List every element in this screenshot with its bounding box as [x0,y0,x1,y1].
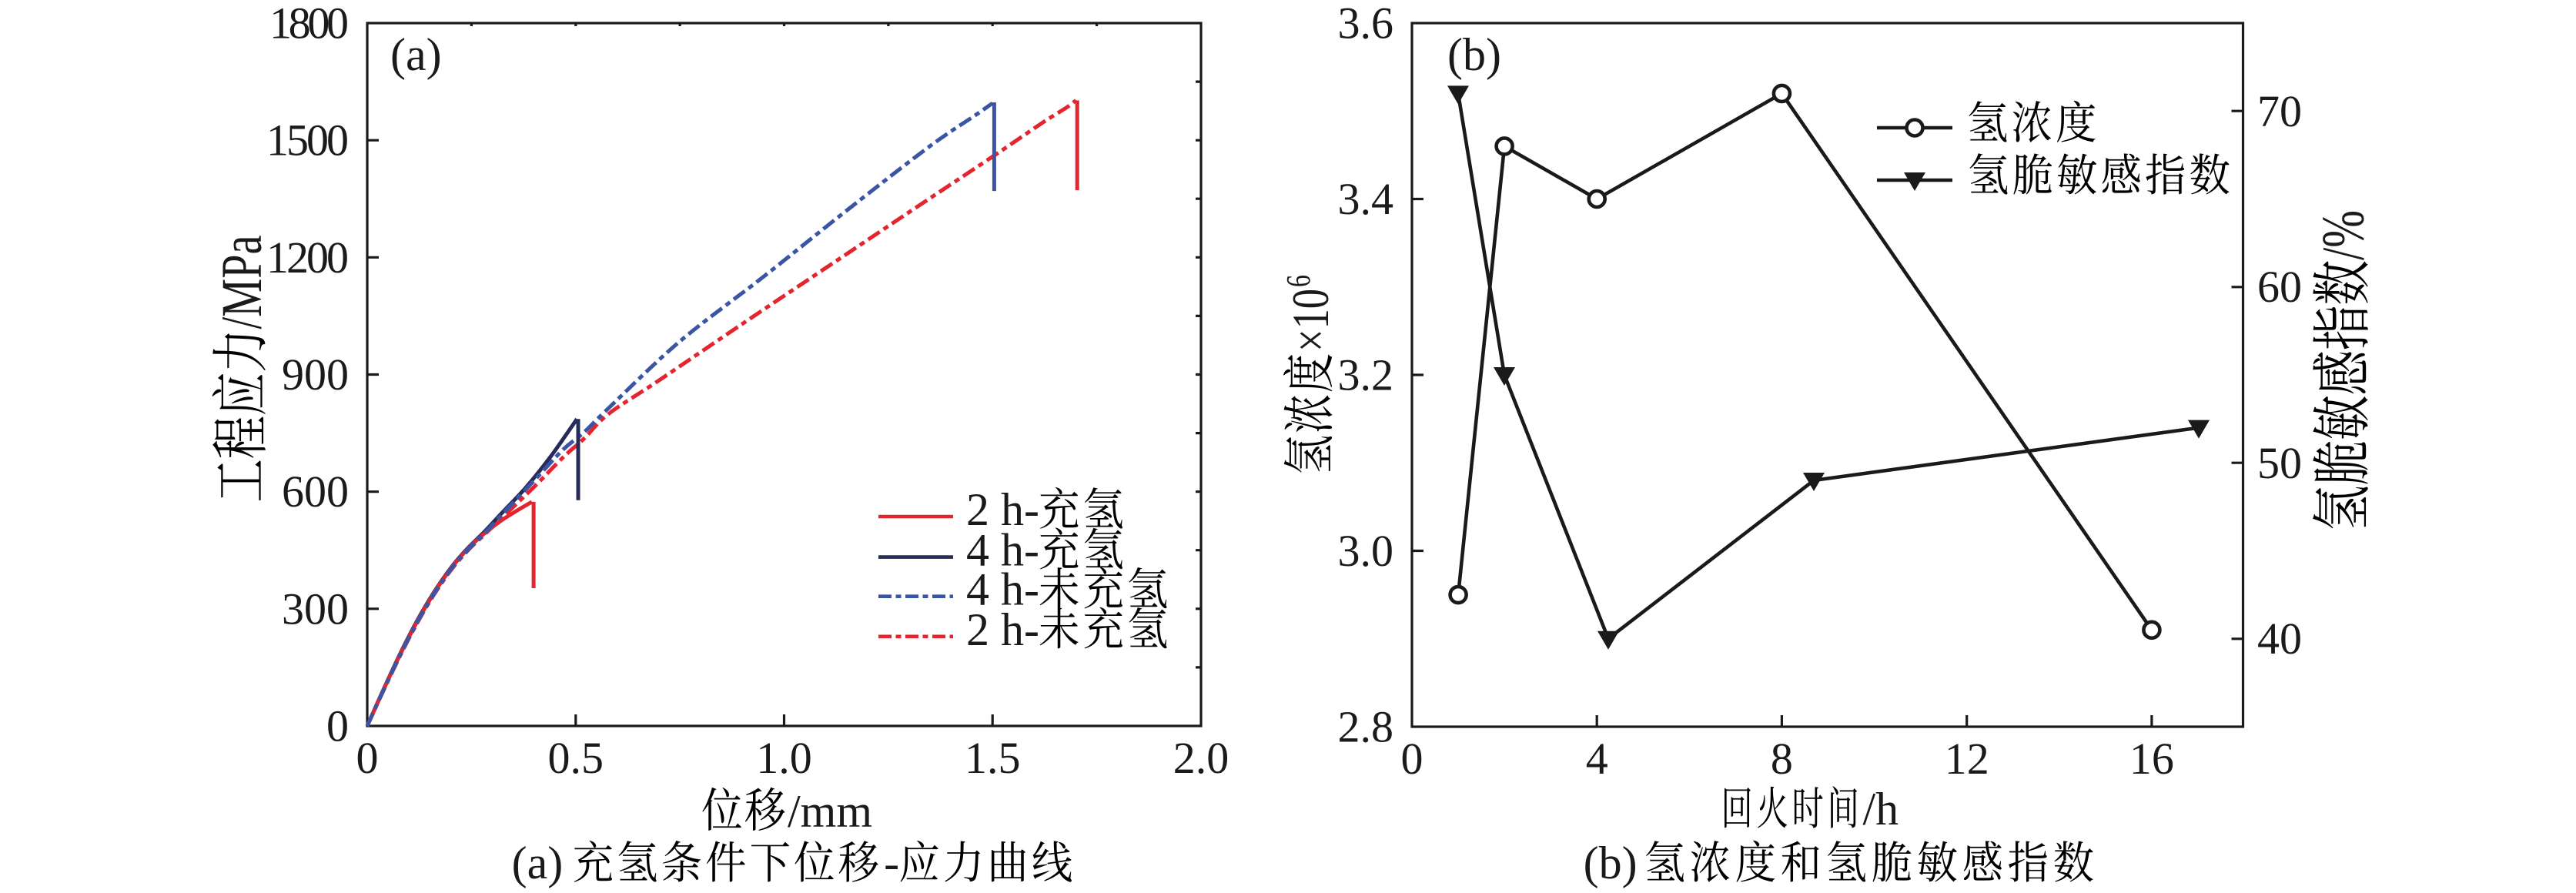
svg-text:×10: ×10 [1281,289,1340,352]
svg-text:2 h-: 2 h- [966,604,1039,655]
svg-text:(b): (b) [1584,838,1638,888]
svg-text:4 h-: 4 h- [966,564,1039,615]
svg-text:4: 4 [1586,734,1608,784]
svg-text:3.2: 3.2 [1338,350,1394,400]
svg-text:1.0: 1.0 [756,733,812,783]
svg-text:12: 12 [1945,734,1989,784]
svg-text:1800: 1800 [269,0,349,48]
svg-text:50: 50 [2257,438,2302,488]
svg-text:4 h-: 4 h- [966,525,1039,576]
svg-text:900: 900 [282,350,349,400]
svg-text:6: 6 [1280,275,1317,287]
svg-text:2.8: 2.8 [1338,702,1394,752]
svg-text:/MPa: /MPa [210,236,274,329]
svg-text:0.5: 0.5 [548,733,604,783]
svg-text:/h: /h [1863,784,1899,834]
svg-text:60: 60 [2257,262,2302,312]
svg-text:(a): (a) [390,29,442,80]
svg-text:3.0: 3.0 [1338,526,1394,576]
svg-text:(a): (a) [512,838,564,888]
svg-text:16: 16 [2129,734,2174,784]
svg-text:0: 0 [326,701,349,751]
svg-text:(b): (b) [1447,29,1501,80]
svg-text:2.0: 2.0 [1173,733,1229,783]
svg-text:40: 40 [2257,614,2302,664]
svg-text:0: 0 [356,733,379,783]
svg-text:0: 0 [1401,734,1423,784]
svg-text:300: 300 [282,584,349,634]
svg-text:600: 600 [282,467,349,517]
svg-text:1.5: 1.5 [965,733,1021,783]
svg-text:1200: 1200 [266,232,349,283]
svg-text:-: - [884,838,899,888]
svg-text:70: 70 [2257,86,2302,136]
svg-text:3.4: 3.4 [1338,174,1394,224]
svg-text:/mm: /mm [788,786,872,837]
svg-text:8: 8 [1771,734,1793,784]
svg-text:/%: /% [2310,210,2377,260]
svg-text:2 h-: 2 h- [966,484,1039,535]
svg-text:1500: 1500 [266,115,349,166]
svg-text:3.6: 3.6 [1338,0,1394,48]
